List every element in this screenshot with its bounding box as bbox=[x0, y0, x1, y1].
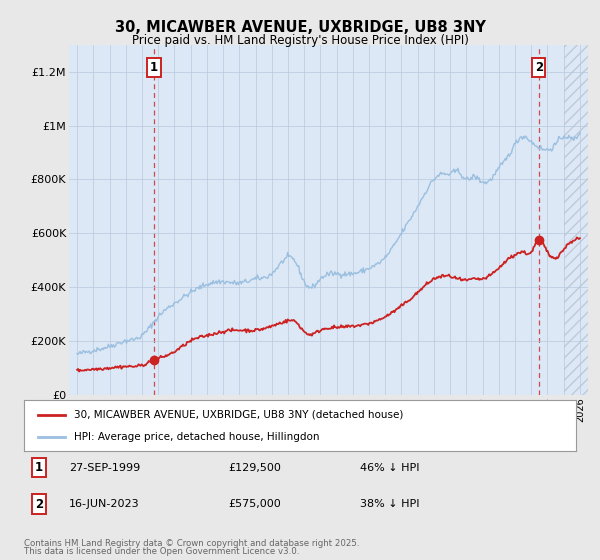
Text: Price paid vs. HM Land Registry's House Price Index (HPI): Price paid vs. HM Land Registry's House … bbox=[131, 34, 469, 46]
Text: 30, MICAWBER AVENUE, UXBRIDGE, UB8 3NY (detached house): 30, MICAWBER AVENUE, UXBRIDGE, UB8 3NY (… bbox=[74, 409, 403, 419]
Bar bbox=[563, 45, 588, 395]
Text: £129,500: £129,500 bbox=[228, 463, 281, 473]
Text: 46% ↓ HPI: 46% ↓ HPI bbox=[360, 463, 419, 473]
Text: 2: 2 bbox=[535, 61, 543, 74]
Text: 30, MICAWBER AVENUE, UXBRIDGE, UB8 3NY: 30, MICAWBER AVENUE, UXBRIDGE, UB8 3NY bbox=[115, 20, 485, 35]
Text: 16-JUN-2023: 16-JUN-2023 bbox=[69, 499, 140, 509]
Text: £575,000: £575,000 bbox=[228, 499, 281, 509]
Text: 38% ↓ HPI: 38% ↓ HPI bbox=[360, 499, 419, 509]
Text: HPI: Average price, detached house, Hillingdon: HPI: Average price, detached house, Hill… bbox=[74, 432, 319, 442]
Text: 1: 1 bbox=[150, 61, 158, 74]
Text: 27-SEP-1999: 27-SEP-1999 bbox=[69, 463, 140, 473]
Text: 2: 2 bbox=[35, 497, 43, 511]
Bar bbox=[563, 45, 588, 395]
Text: Contains HM Land Registry data © Crown copyright and database right 2025.: Contains HM Land Registry data © Crown c… bbox=[24, 539, 359, 548]
Text: This data is licensed under the Open Government Licence v3.0.: This data is licensed under the Open Gov… bbox=[24, 547, 299, 556]
Text: 1: 1 bbox=[35, 461, 43, 474]
